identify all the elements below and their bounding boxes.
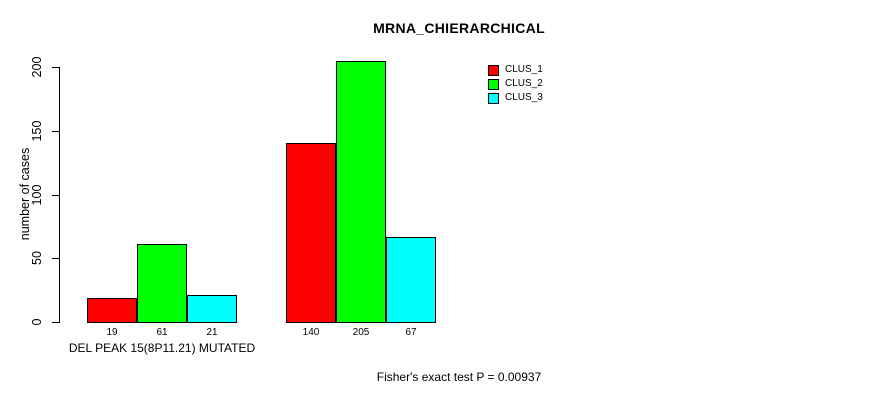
bar-value-label: 61 — [156, 327, 168, 338]
legend-label: CLUS_2 — [505, 78, 543, 89]
y-tick-mark — [52, 258, 59, 260]
bar-value-label: 21 — [206, 327, 218, 338]
y-tick-label: 0 — [30, 318, 44, 326]
y-tick-label: 200 — [30, 56, 44, 78]
bar-clus_1 — [286, 143, 336, 323]
bar-clus_3 — [187, 295, 237, 323]
y-axis-line — [59, 67, 60, 323]
y-tick-mark — [52, 322, 59, 323]
bar-value-label: 19 — [106, 327, 118, 338]
legend-item-clus_3: CLUS_3 — [488, 91, 543, 105]
bar-value-label: 205 — [352, 327, 370, 338]
legend-swatch-clus_1 — [488, 64, 499, 76]
x-axis-group-label: DEL PEAK 15(8P11.21) MUTATED — [68, 341, 256, 355]
bar-clus_2 — [137, 244, 187, 323]
bar-clus_3 — [386, 237, 436, 323]
legend: CLUS_1 CLUS_2 CLUS_3 — [488, 63, 543, 105]
y-tick-mark — [52, 130, 59, 132]
y-tick-mark — [52, 194, 59, 196]
y-tick-mark — [52, 67, 59, 68]
legend-label: CLUS_3 — [505, 92, 543, 103]
chart-title: MRNA_CHIERARCHICAL — [373, 20, 545, 36]
legend-swatch-clus_3 — [488, 92, 499, 104]
annotation-text: Fisher's exact test P = 0.00937 — [376, 370, 542, 384]
legend-swatch-clus_2 — [488, 78, 499, 90]
legend-item-clus_1: CLUS_1 — [488, 63, 543, 77]
bar-value-label: 67 — [405, 327, 417, 338]
y-tick-label: 100 — [30, 184, 44, 205]
y-tick-label: 150 — [30, 120, 44, 142]
y-tick-label: 50 — [30, 251, 44, 266]
legend-item-clus_2: CLUS_2 — [488, 77, 543, 91]
bar-value-label: 140 — [302, 327, 320, 338]
bar-clus_2 — [336, 61, 386, 323]
bar-clus_1 — [87, 298, 137, 323]
legend-label: CLUS_1 — [505, 64, 543, 75]
